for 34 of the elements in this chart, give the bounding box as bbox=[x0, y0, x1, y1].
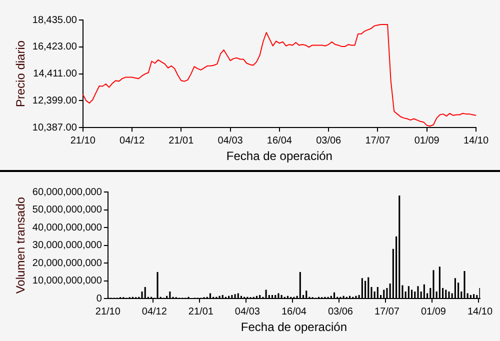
y-tick-label: 18,435.00 bbox=[32, 14, 78, 26]
y-tick-label: 12,399.00 bbox=[32, 95, 78, 106]
x-tick-label: 16/04 bbox=[266, 135, 292, 146]
x-tick-label: 17/07 bbox=[374, 306, 400, 318]
x-tick-label: 04/12 bbox=[142, 306, 168, 318]
x-tick-label: 21/10 bbox=[95, 306, 121, 318]
x-tick-label: 04/03 bbox=[234, 306, 260, 318]
y-axis-title: Volumen transado bbox=[14, 196, 28, 294]
x-tick-label: 04/12 bbox=[120, 135, 145, 146]
x-tick-label: 17/07 bbox=[365, 135, 391, 146]
y-tick-label: 50,000,000,000 bbox=[32, 204, 102, 216]
y-tick-label: 30,000,000,000 bbox=[32, 240, 102, 252]
x-tick-label: 16/04 bbox=[281, 306, 307, 318]
x-tick-label: 01/09 bbox=[414, 135, 440, 146]
y-tick-label: 40,000,000,000 bbox=[32, 222, 102, 234]
y-axis-title: Precio diario bbox=[14, 40, 28, 108]
x-axis-title: Fecha de operación bbox=[226, 149, 332, 164]
x-tick-label: 03/06 bbox=[316, 135, 342, 146]
x-tick-label: 21/10 bbox=[70, 135, 96, 146]
x-tick-label: 14/10 bbox=[463, 135, 489, 146]
y-tick-label: 20,000,000,000 bbox=[32, 258, 102, 269]
y-tick-label: 14,411.00 bbox=[33, 68, 78, 80]
x-tick-label: 03/06 bbox=[328, 306, 354, 318]
x-tick-label: 21/01 bbox=[188, 306, 214, 318]
y-tick-label: 60,000,000,000 bbox=[32, 186, 102, 198]
y-tick-label: 0 bbox=[96, 293, 102, 304]
y-tick-label: 16,423.00 bbox=[32, 42, 78, 53]
x-tick-label: 01/09 bbox=[420, 306, 446, 318]
x-tick-label: 14/10 bbox=[467, 306, 493, 318]
x-axis-title: Fecha de operación bbox=[240, 320, 347, 334]
y-tick-label: 10,000,000,000 bbox=[32, 276, 102, 287]
x-tick-label: 21/01 bbox=[168, 135, 194, 146]
y-tick-label: 10,387.00 bbox=[32, 122, 78, 134]
x-tick-label: 04/03 bbox=[218, 135, 244, 146]
